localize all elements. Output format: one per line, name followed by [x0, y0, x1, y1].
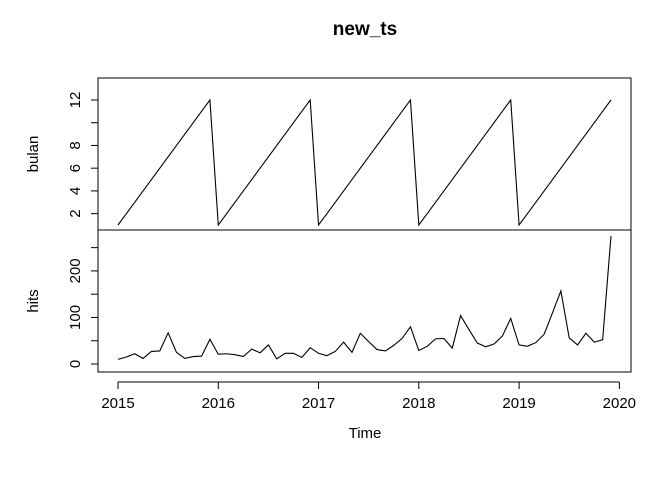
y-tick-label: 200	[67, 258, 84, 283]
chart-title: new_ts	[333, 19, 397, 40]
series-line-hits	[117, 235, 612, 360]
panel-bulan: 2 4 6 8 12 bulan	[25, 77, 632, 231]
x-tick-label: 2015	[101, 395, 134, 412]
x-axis: 2015 2016 2017 2018 2019 2020	[101, 381, 636, 412]
y-tick-label: 100	[67, 305, 84, 330]
panel-frame	[97, 77, 632, 231]
y-tick-label: 8	[67, 141, 84, 149]
panel-hits: 0 100 200 hits	[25, 229, 632, 373]
x-tick-label: 2018	[402, 395, 435, 412]
x-tick-label: 2017	[302, 395, 335, 412]
y-tick-label: 2	[67, 209, 84, 217]
series-line-bulan	[117, 98, 612, 227]
y-tick-label: 12	[67, 92, 84, 109]
y-tick-label: 0	[67, 360, 84, 368]
x-tick-label: 2020	[603, 395, 636, 412]
panels: 2 4 6 8 12 bulan 0 100 200 hits	[25, 77, 632, 373]
y-tick-label: 4	[67, 187, 84, 195]
x-axis-label: Time	[349, 425, 382, 442]
y-axis-label-hits: hits	[25, 289, 42, 312]
x-tick-label: 2016	[202, 395, 235, 412]
y-axis-label-bulan: bulan	[25, 136, 42, 173]
panel-frame	[97, 229, 632, 373]
x-tick-label: 2019	[502, 395, 535, 412]
y-tick-label: 6	[67, 164, 84, 172]
